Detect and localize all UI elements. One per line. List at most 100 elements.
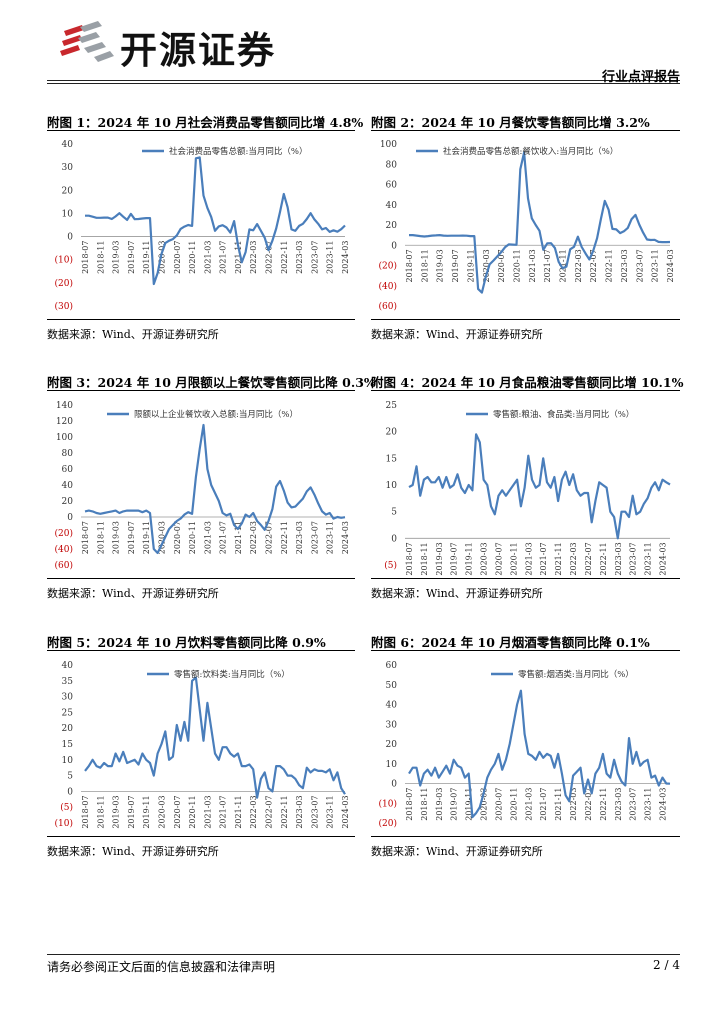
legend-label: 限额以上企业餐饮收入总额:当月同比（%）: [134, 409, 298, 420]
y-tick-label: 35: [62, 677, 74, 687]
legend-label: 零售额:粮油、食品类:当月同比（%）: [493, 409, 634, 420]
chart-5-title-rule: [47, 650, 355, 651]
x-tick-label: 2019-07: [127, 795, 136, 828]
x-tick-label: 2019-11: [142, 241, 151, 274]
x-tick-label: 2022-07: [265, 241, 274, 274]
y-tick-label: 40: [386, 701, 398, 711]
y-tick-label: 30: [386, 720, 398, 730]
x-tick-label: 2018-11: [96, 241, 105, 274]
x-tick-label: 2024-03: [341, 241, 350, 274]
series-line: [84, 676, 346, 799]
x-tick-label: 2020-11: [188, 521, 197, 554]
y-tick-label: (40): [379, 281, 397, 292]
company-name: 开源证券: [120, 29, 276, 72]
x-tick-label: 2022-07: [265, 795, 274, 828]
header-divider: [47, 80, 680, 81]
x-tick-label: 2019-03: [435, 788, 444, 821]
x-tick-label: 2024-03: [659, 542, 668, 575]
report-type: 行业点评报告: [601, 70, 680, 85]
y-tick-label: 20: [62, 497, 74, 507]
y-tick-label: 60: [386, 661, 398, 671]
chart-6-tobacco-liquor: (20) (10) 0 10 20 30 40 50 60 2018-07 2018-11 2019-…: [379, 661, 671, 829]
series-line: [84, 423, 346, 555]
chart-5-bottom-rule: [47, 836, 355, 837]
x-tick-label: 2024-03: [341, 795, 350, 828]
page-number: 2 / 4: [653, 958, 680, 972]
x-tick-label: 2023-03: [295, 241, 304, 274]
x-tick-label: 2023-11: [326, 241, 335, 274]
x-tick-label: 2023-11: [326, 521, 335, 554]
x-tick-label: 2023-07: [629, 788, 638, 821]
x-tick-label: 2020-03: [157, 795, 166, 828]
x-tick-label: 2023-07: [635, 249, 644, 282]
chart-3-catering-above-limit: (60) (40) (20) 0 20 40 60 80 100 120 140 2018-07 201…: [55, 401, 350, 571]
y-tick-label: (10): [55, 818, 73, 829]
x-tick-label: 2020-11: [188, 795, 197, 828]
x-tick-label: 2020-07: [494, 788, 503, 821]
x-tick-label: 2019-07: [127, 241, 136, 274]
y-tick-label: 60: [386, 181, 398, 191]
x-tick-label: 2020-11: [188, 241, 197, 274]
chart-2-title-rule: [371, 130, 680, 131]
x-tick-label: 2019-03: [112, 795, 121, 828]
x-tick-label: 2019-03: [112, 241, 121, 274]
y-tick-label: 5: [391, 508, 397, 518]
y-tick-label: (20): [55, 278, 73, 289]
x-tick-label: 2018-11: [96, 795, 105, 828]
x-tick-label: 2023-03: [620, 249, 629, 282]
legend-label: 社会消费品零售总额:餐饮收入:当月同比（%）: [443, 146, 618, 157]
footer-divider: [47, 954, 680, 955]
x-tick-label: 2019-07: [450, 542, 459, 575]
chart-5-title: 附图 5：2024 年 10 月饮料零售额同比降 0.9%: [47, 635, 326, 650]
x-tick-label: 2022-11: [280, 795, 289, 828]
x-tick-label: 2019-11: [466, 249, 475, 282]
chart-1-source: 数据来源：Wind、开源证券研究所: [47, 328, 219, 341]
x-tick-label: 2023-11: [651, 249, 660, 282]
x-tick-label: 2022-03: [569, 788, 578, 821]
x-tick-label: 2021-07: [219, 521, 228, 554]
x-tick-label: 2020-03: [157, 241, 166, 274]
y-tick-label: 0: [67, 233, 73, 243]
x-tick-label: 2022-07: [584, 788, 593, 821]
chart-3-title: 附图 3：2024 年 10 月限额以上餐饮零售额同比降 0.3%: [47, 375, 376, 390]
x-tick-label: 2020-07: [494, 542, 503, 575]
legend-label: 零售额:饮料类:当月同比（%）: [174, 669, 290, 680]
y-tick-label: (5): [60, 802, 73, 813]
y-tick-label: 0: [67, 513, 73, 523]
y-tick-label: 0: [67, 787, 73, 797]
x-tick-label: 2022-03: [574, 249, 583, 282]
y-tick-label: 5: [67, 772, 73, 782]
y-tick-label: (20): [55, 528, 73, 539]
chart-2-catering-retail: (60) (40) (20) 0 20 40 60 80 100 2018-07 2018-11 20…: [379, 140, 675, 312]
y-tick-label: (30): [55, 301, 73, 312]
chart-5-beverage: (10) (5) 0 5 10 15 20 25 30 35 40 2018-07 2018-11 201…: [55, 661, 350, 829]
x-tick-label: 2023-07: [310, 795, 319, 828]
y-tick-label: 140: [56, 401, 73, 411]
x-tick-label: 2022-11: [599, 788, 608, 821]
y-tick-label: 20: [386, 740, 398, 750]
x-tick-label: 2021-11: [554, 788, 563, 821]
y-tick-label: 20: [62, 186, 74, 196]
series-line: [408, 433, 671, 540]
series-line: [85, 156, 346, 286]
y-tick-label: 100: [56, 433, 73, 443]
x-tick-label: 2021-03: [203, 521, 212, 554]
y-tick-label: 100: [380, 140, 397, 150]
x-tick-label: 2018-11: [420, 542, 429, 575]
x-tick-label: 2018-11: [420, 249, 429, 282]
x-tick-label: 2020-07: [173, 795, 182, 828]
chart-1-title-rule: [47, 130, 355, 131]
y-tick-label: 20: [62, 724, 74, 734]
x-tick-label: 2021-11: [554, 542, 563, 575]
x-tick-label: 2020-03: [480, 542, 489, 575]
y-tick-label: 120: [56, 417, 73, 427]
y-tick-label: (60): [55, 560, 73, 571]
x-tick-label: 2021-07: [219, 241, 228, 274]
x-tick-label: 2018-07: [405, 249, 414, 282]
x-tick-label: 2019-07: [127, 521, 136, 554]
x-tick-label: 2023-03: [614, 788, 623, 821]
chart-3-source: 数据来源：Wind、开源证券研究所: [47, 587, 219, 600]
x-tick-label: 2018-07: [81, 241, 90, 274]
x-tick-label: 2020-03: [482, 249, 491, 282]
chart-4-title: 附图 4：2024 年 10 月食品粮油零售额同比增 10.1%: [371, 375, 684, 390]
